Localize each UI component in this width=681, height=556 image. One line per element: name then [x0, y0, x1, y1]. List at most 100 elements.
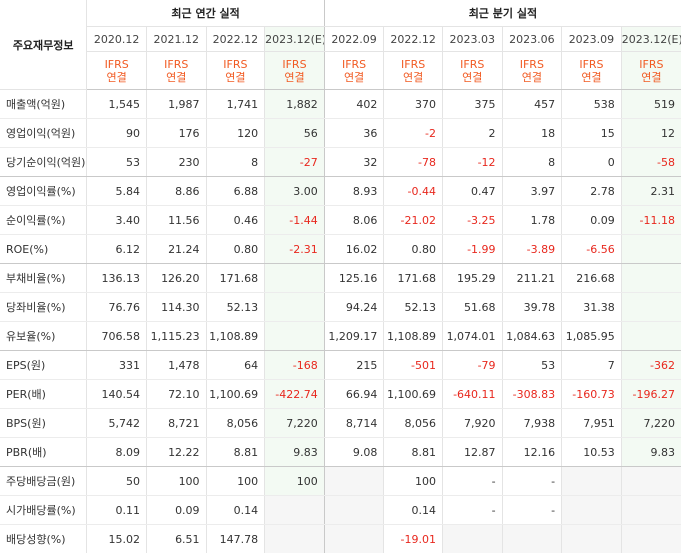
- data-cell: 8.81: [383, 437, 443, 467]
- data-cell: 9.08: [323, 437, 384, 467]
- consolidated-label: 연결: [403, 70, 424, 84]
- data-cell: 15.02: [86, 524, 147, 553]
- data-cell: [441, 524, 503, 553]
- period-header: 2020.12: [86, 26, 147, 52]
- data-cell: 64: [205, 350, 265, 380]
- data-cell: -422.74: [264, 379, 325, 409]
- row-label: 영업이익률(%): [0, 176, 87, 206]
- ifrs-label: IFRS: [460, 57, 485, 71]
- data-cell: 8,721: [145, 408, 207, 438]
- quarterly-results-header: 최근 분기 실적: [323, 0, 681, 27]
- data-cell: -1.44: [264, 205, 325, 235]
- data-cell: 126.20: [145, 263, 207, 293]
- consolidated-label: 연결: [641, 70, 662, 84]
- data-cell: 114.30: [145, 292, 207, 322]
- data-cell: 3.97: [501, 176, 562, 206]
- table-row: 유보율(%) 706.58 1,115.23 1,108.89 1,209.17 1,10…: [0, 321, 681, 351]
- data-cell: 1,108.89: [205, 321, 265, 351]
- data-cell: [620, 524, 681, 553]
- data-cell: 0: [561, 147, 622, 177]
- period-header: 2021.12: [145, 26, 207, 52]
- ifrs-basis-label: IFRS 연결: [501, 51, 562, 90]
- data-cell: 1,115.23: [145, 321, 207, 351]
- data-cell: 9.83: [620, 437, 681, 467]
- period-header: 2022.12: [383, 26, 443, 52]
- data-cell: 10.53: [561, 437, 622, 467]
- data-cell: 215: [323, 350, 384, 380]
- data-cell: 1,074.01: [441, 321, 503, 351]
- data-cell: 1,741: [205, 89, 265, 119]
- data-cell: 8.93: [323, 176, 384, 206]
- data-cell: 0.80: [205, 234, 265, 264]
- data-cell: -501: [383, 350, 443, 380]
- table-row: 영업이익률(%) 5.84 8.86 6.88 3.00 8.93 -0.44 0.47 3.9…: [0, 176, 681, 206]
- data-cell: -: [501, 466, 562, 496]
- data-cell: 12.22: [145, 437, 207, 467]
- consolidated-label: 연결: [225, 70, 246, 84]
- data-cell: 230: [145, 147, 207, 177]
- data-cell: 0.14: [205, 495, 265, 525]
- consolidated-label: 연결: [284, 70, 305, 84]
- data-cell: 216.68: [561, 263, 622, 293]
- data-cell: 8: [205, 147, 265, 177]
- data-cell: 51.68: [441, 292, 503, 322]
- data-cell: 8,056: [205, 408, 265, 438]
- row-label: EPS(원): [0, 350, 87, 380]
- table-row: ROE(%) 6.12 21.24 0.80 -2.31 16.02 0.80 -1.99 -3…: [0, 234, 681, 264]
- data-cell: [501, 524, 562, 553]
- data-cell: -21.02: [383, 205, 443, 235]
- data-cell: 100: [383, 466, 443, 496]
- data-cell: 0.11: [86, 495, 147, 525]
- data-cell: [264, 495, 325, 525]
- data-cell: 7,951: [561, 408, 622, 438]
- data-cell: 2: [441, 118, 503, 148]
- ifrs-label: IFRS: [579, 57, 604, 71]
- data-cell: 52.13: [383, 292, 443, 322]
- data-cell: 39.78: [501, 292, 562, 322]
- consolidated-label: 연결: [166, 70, 187, 84]
- consolidated-label: 연결: [462, 70, 483, 84]
- table-row: 주당배당금(원) 50 100 100 100 100- -: [0, 466, 681, 496]
- data-cell: [264, 321, 325, 351]
- data-cell: 11.56: [145, 205, 207, 235]
- row-label: PER(배): [0, 379, 87, 409]
- data-cell: 21.24: [145, 234, 207, 264]
- data-cell: 211.21: [501, 263, 562, 293]
- table-row: EPS(원) 331 1,478 64 -168 215 -501 -79 53 7 -362: [0, 350, 681, 380]
- data-cell: 1,209.17: [323, 321, 384, 351]
- data-cell: 12.16: [501, 437, 562, 467]
- row-label: 시가배당률(%): [0, 495, 87, 525]
- data-cell: -: [501, 495, 562, 525]
- consolidated-label: 연결: [343, 70, 365, 84]
- data-cell: 1,084.63: [501, 321, 562, 351]
- data-cell: 2.31: [620, 176, 681, 206]
- data-cell: 8.81: [205, 437, 265, 467]
- data-cell: [323, 495, 384, 525]
- table-row: 매출액(억원) 1,545 1,987 1,741 1,882 402 370 375 457 5…: [0, 89, 681, 119]
- data-cell: -11.18: [620, 205, 681, 235]
- data-cell: 8,714: [323, 408, 384, 438]
- period-header: 2023.06: [501, 26, 562, 52]
- data-cell: -58: [620, 147, 681, 177]
- data-cell: 140.54: [86, 379, 147, 409]
- data-cell: 8: [501, 147, 562, 177]
- data-cell: -308.83: [501, 379, 562, 409]
- data-cell: 15: [561, 118, 622, 148]
- data-cell: [323, 466, 384, 496]
- data-cell: 1,478: [145, 350, 207, 380]
- period-header: 2023.09: [561, 26, 622, 52]
- data-cell: [620, 321, 681, 351]
- data-cell: 2.78: [561, 176, 622, 206]
- data-cell: 7,220: [620, 408, 681, 438]
- table-row: PER(배) 140.54 72.10 1,100.69 -422.74 66.94 1,1…: [0, 379, 681, 409]
- data-cell: 195.29: [441, 263, 503, 293]
- ifrs-label: IFRS: [341, 57, 367, 71]
- data-cell: -2.31: [264, 234, 325, 264]
- data-cell: 171.68: [383, 263, 443, 293]
- row-label: 당좌비율(%): [0, 292, 87, 322]
- data-cell: 0.46: [205, 205, 265, 235]
- consolidated-label: 연결: [581, 70, 602, 84]
- data-cell: 16.02: [323, 234, 384, 264]
- data-cell: 53: [501, 350, 562, 380]
